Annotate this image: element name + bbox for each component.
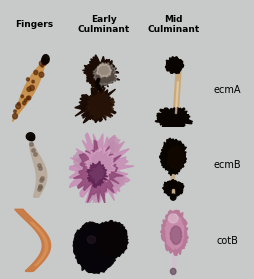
Polygon shape [87, 236, 95, 243]
Polygon shape [82, 55, 119, 90]
Polygon shape [34, 70, 38, 74]
Polygon shape [29, 136, 46, 197]
Polygon shape [23, 101, 26, 105]
Polygon shape [73, 140, 123, 204]
Text: Fingers: Fingers [15, 20, 54, 29]
Polygon shape [96, 64, 112, 78]
Polygon shape [170, 194, 175, 200]
Polygon shape [164, 214, 183, 249]
Text: Early
Culminant: Early Culminant [77, 15, 130, 35]
Polygon shape [21, 95, 23, 98]
Polygon shape [85, 92, 114, 120]
Polygon shape [84, 148, 115, 183]
Polygon shape [74, 86, 116, 123]
Polygon shape [110, 170, 124, 189]
Polygon shape [41, 65, 43, 67]
Polygon shape [27, 87, 31, 92]
Polygon shape [92, 62, 118, 86]
Polygon shape [26, 78, 29, 81]
Polygon shape [168, 214, 177, 223]
Polygon shape [39, 72, 44, 77]
Polygon shape [26, 97, 29, 99]
Polygon shape [24, 99, 27, 102]
Text: ecmA: ecmA [213, 85, 241, 95]
Polygon shape [68, 133, 133, 206]
Polygon shape [159, 138, 186, 175]
Polygon shape [29, 135, 35, 141]
Polygon shape [96, 221, 128, 258]
Polygon shape [74, 223, 117, 273]
Polygon shape [29, 85, 34, 91]
Polygon shape [169, 226, 181, 244]
Text: Mid
Culminant: Mid Culminant [147, 15, 199, 35]
Polygon shape [73, 222, 112, 269]
Polygon shape [170, 268, 175, 275]
Polygon shape [106, 136, 120, 154]
Polygon shape [14, 110, 16, 113]
Polygon shape [167, 146, 184, 170]
Polygon shape [18, 102, 20, 105]
Polygon shape [39, 61, 44, 66]
Polygon shape [12, 114, 17, 119]
Polygon shape [73, 151, 87, 169]
Text: cotB: cotB [216, 236, 238, 246]
Polygon shape [160, 210, 187, 255]
Polygon shape [86, 161, 107, 188]
Polygon shape [89, 185, 102, 203]
Polygon shape [41, 57, 47, 64]
Polygon shape [27, 96, 31, 100]
Polygon shape [32, 80, 34, 83]
Polygon shape [15, 209, 50, 271]
Polygon shape [26, 133, 35, 140]
Polygon shape [165, 57, 183, 74]
Polygon shape [16, 104, 21, 109]
Polygon shape [162, 179, 183, 196]
Polygon shape [12, 59, 45, 121]
Polygon shape [43, 62, 46, 65]
Text: ecmB: ecmB [213, 160, 241, 170]
Polygon shape [42, 55, 49, 64]
Polygon shape [154, 108, 192, 131]
